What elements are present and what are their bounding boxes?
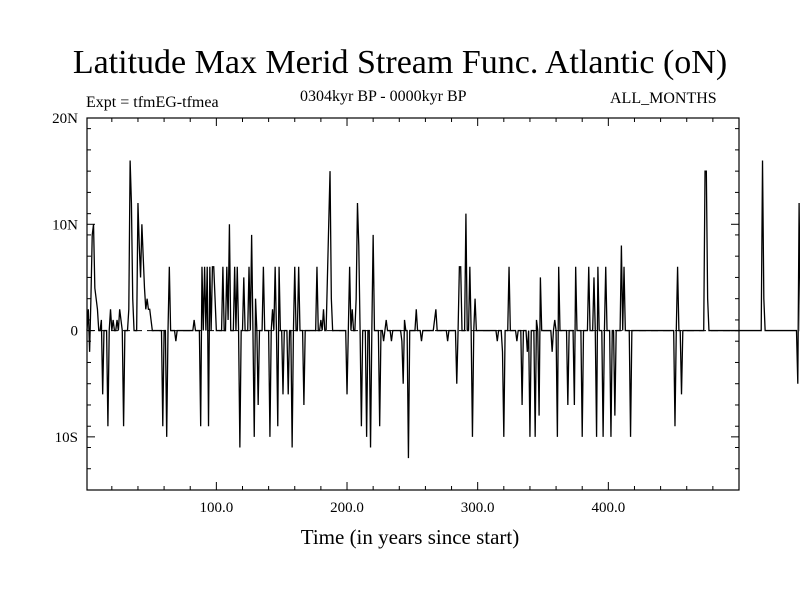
y-tick-label: 10S — [55, 430, 78, 446]
season-label: ALL_MONTHS — [610, 90, 717, 107]
x-axis-label: Time (in years since start) — [300, 525, 520, 549]
x-tick-label: 400.0 — [591, 500, 625, 516]
x-tick-label: 300.0 — [461, 500, 495, 516]
plot-frame — [86, 117, 740, 491]
x-tick-label: 200.0 — [330, 500, 364, 516]
series-line-0 — [86, 160, 800, 459]
y-tick-label: 20N — [52, 111, 78, 127]
experiment-label: Expt = tfmEG-tfmea — [86, 94, 219, 111]
y-tick-label: 0 — [71, 324, 79, 340]
y-tick-label: 10N — [52, 217, 78, 233]
x-tick-label: 100.0 — [199, 500, 233, 516]
chart-title: Latitude Max Merid Stream Func. Atlantic… — [72, 44, 728, 81]
plot-area: 10S 0 10N 20N 100.0 200.0 300.0 400.0 — [52, 111, 800, 516]
period-label: 0304kyr BP - 0000kyr BP — [300, 88, 467, 105]
